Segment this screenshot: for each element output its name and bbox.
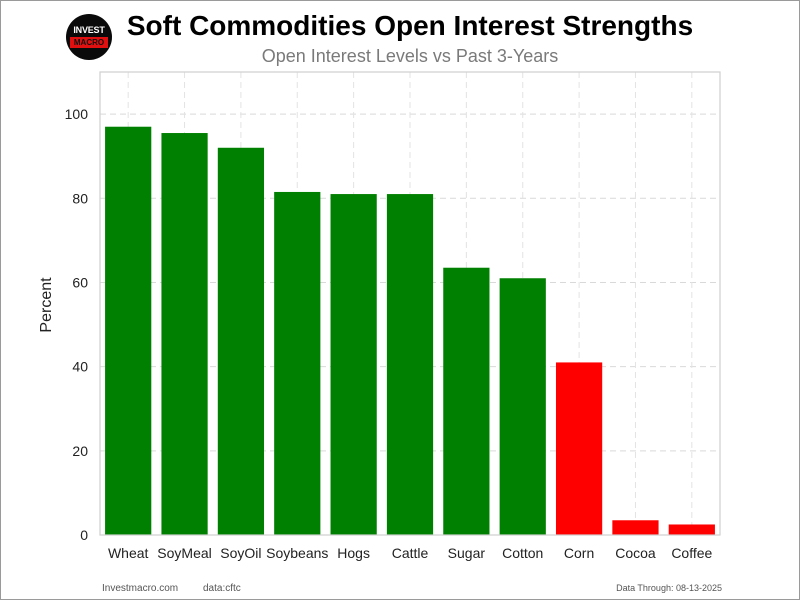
bar-cocoa — [612, 520, 659, 535]
x-tick-label: Corn — [564, 545, 594, 561]
x-tick-label: Cocoa — [615, 545, 656, 561]
y-tick-label: 60 — [72, 274, 88, 290]
bar-wheat — [105, 126, 152, 535]
x-tick-label: Sugar — [448, 545, 486, 561]
x-tick-label: Cotton — [502, 545, 543, 561]
x-tick-label: SoyOil — [220, 545, 261, 561]
y-tick-label: 0 — [80, 527, 88, 543]
x-tick-label: Coffee — [671, 545, 712, 561]
bar-hogs — [330, 194, 377, 535]
bar-sugar — [443, 267, 490, 535]
x-tick-label: SoyMeal — [157, 545, 211, 561]
x-tick-label: Cattle — [392, 545, 429, 561]
bar-coffee — [668, 524, 715, 535]
bar-soybeans — [274, 191, 321, 535]
bar-cattle — [386, 194, 434, 535]
chart-title: Soft Commodities Open Interest Strengths — [126, 10, 694, 41]
footer-site: Investmacro.com — [102, 583, 179, 594]
logo-line1: INVEST — [73, 25, 105, 35]
y-tick-label: 80 — [72, 190, 88, 206]
x-tick-label: Soybeans — [266, 545, 328, 561]
y-tick-label: 40 — [72, 359, 88, 375]
logo-line2: MACRO — [70, 37, 108, 48]
chart-subtitle: Open Interest Levels vs Past 3-Years — [261, 46, 559, 66]
y-tick-label: 100 — [65, 106, 89, 122]
plot-area-border — [99, 71, 721, 536]
y-tick-label: 20 — [72, 443, 88, 459]
bar-soyoil — [217, 147, 265, 535]
x-tick-label: Hogs — [337, 545, 370, 561]
footer-source: data:cftc — [203, 583, 241, 594]
investmacro-logo: INVEST MACRO — [66, 14, 112, 60]
bar-cotton — [499, 278, 546, 535]
bar-corn — [555, 362, 603, 535]
bar-soymeal — [161, 133, 208, 536]
x-tick-label: Wheat — [108, 545, 149, 561]
footer-date: Data Through: 08-13-2025 — [616, 583, 722, 593]
